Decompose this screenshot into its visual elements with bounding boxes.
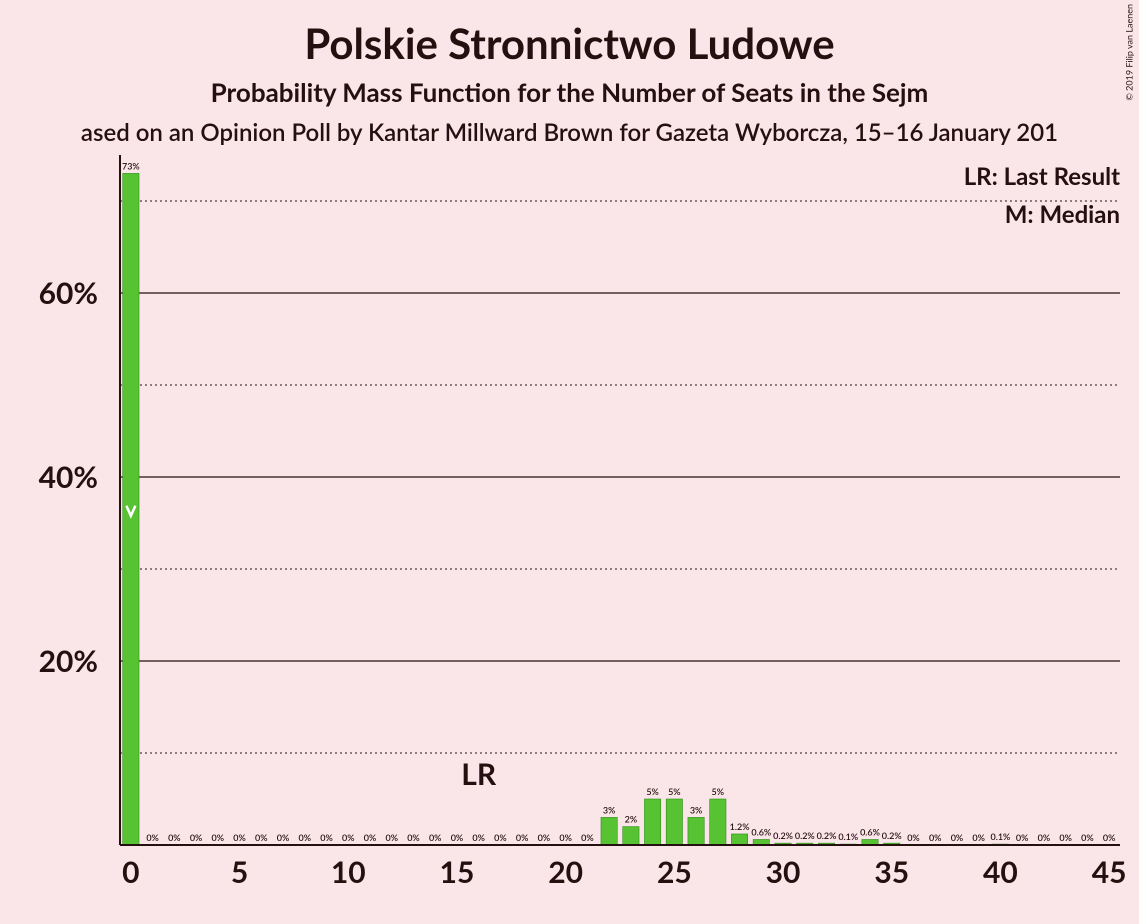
xtick-label: 15 xyxy=(440,854,475,890)
pmf-bar-label: 0% xyxy=(429,832,442,843)
pmf-bar-label: 0.2% xyxy=(773,830,793,841)
pmf-bar-label: 0% xyxy=(559,832,572,843)
pmf-bar-label: 0% xyxy=(277,832,290,843)
pmf-bar-label: 0% xyxy=(907,832,920,843)
pmf-bar-label: 0% xyxy=(299,832,312,843)
pmf-bar-label: 0% xyxy=(168,832,181,843)
ytick-label: 40% xyxy=(39,459,98,495)
xtick-label: 40 xyxy=(983,854,1018,890)
xtick-label: 10 xyxy=(331,854,366,890)
pmf-bar-label: 3% xyxy=(690,804,703,815)
pmf-bar-label: 3% xyxy=(603,804,616,815)
xtick-label: 5 xyxy=(231,854,248,890)
pmf-bar xyxy=(710,799,726,845)
pmf-bar-label: 0% xyxy=(233,832,246,843)
pmf-bar-label: 0% xyxy=(212,832,225,843)
pmf-bar-label: 0% xyxy=(320,832,333,843)
pmf-bar-label: 0% xyxy=(342,832,355,843)
pmf-bar-label: 0.2% xyxy=(795,830,815,841)
pmf-bar-label: 0.6% xyxy=(751,826,771,837)
pmf-bar-label: 0.6% xyxy=(860,826,880,837)
pmf-bar-label: 5% xyxy=(712,786,725,797)
pmf-bar-label: 2% xyxy=(625,814,638,825)
pmf-bar-label: 0% xyxy=(929,832,942,843)
pmf-bar-label: 0% xyxy=(516,832,529,843)
pmf-bar-label: 0% xyxy=(190,832,203,843)
pmf-bar xyxy=(688,817,704,845)
pmf-bar xyxy=(123,173,139,845)
pmf-bar-label: 0% xyxy=(1059,832,1072,843)
pmf-bar xyxy=(666,799,682,845)
pmf-bar xyxy=(623,827,639,845)
pmf-bar-label: 0.2% xyxy=(882,830,902,841)
pmf-bar-label: 0% xyxy=(494,832,507,843)
pmf-bar-label: 0% xyxy=(407,832,420,843)
pmf-bar-label: 0% xyxy=(1103,832,1116,843)
xtick-label: 25 xyxy=(657,854,692,890)
pmf-bar-label: 0% xyxy=(581,832,594,843)
pmf-bar-label: 0.2% xyxy=(817,830,837,841)
pmf-bar-label: 0% xyxy=(364,832,377,843)
pmf-bar-label: 0% xyxy=(255,832,268,843)
pmf-bar-chart: 20% 40% 60% 73% 0% 0% 0% 0% 0% 0% 0% 0% 0% 0% 0% 0% 0% 0%… xyxy=(0,0,1139,924)
pmf-bar-label: 0% xyxy=(385,832,398,843)
legend-m: M: Median xyxy=(870,200,1120,229)
pmf-bar-label: 73% xyxy=(122,160,140,171)
pmf-bar-label: 0% xyxy=(538,832,551,843)
pmf-bar xyxy=(644,799,660,845)
ytick-label: 20% xyxy=(39,643,98,679)
pmf-bar-label: 0% xyxy=(146,832,159,843)
ytick-label: 60% xyxy=(39,275,98,311)
xtick-label: 0 xyxy=(122,854,139,890)
pmf-bar-label: 5% xyxy=(646,786,659,797)
pmf-bar-label: 1.2% xyxy=(730,821,750,832)
pmf-bar-label: 0.1% xyxy=(838,831,858,842)
legend-lr: LR: Last Result xyxy=(870,162,1120,191)
pmf-bar-label: 0% xyxy=(972,832,985,843)
pmf-bar-label: 5% xyxy=(668,786,681,797)
pmf-bar-label: 0% xyxy=(451,832,464,843)
pmf-bar-label: 0.1% xyxy=(990,831,1010,842)
pmf-bar xyxy=(601,817,617,845)
pmf-bar-label: 0% xyxy=(951,832,964,843)
lr-label: LR xyxy=(461,756,497,792)
pmf-bar xyxy=(731,834,747,845)
pmf-bar-label: 0% xyxy=(472,832,485,843)
xtick-label: 30 xyxy=(766,854,801,890)
xtick-label: 45 xyxy=(1092,854,1127,890)
pmf-bar-label: 0% xyxy=(1038,832,1051,843)
pmf-bar-label: 0% xyxy=(1081,832,1094,843)
xtick-label: 20 xyxy=(548,854,583,890)
pmf-bar-label: 0% xyxy=(1016,832,1029,843)
xtick-label: 35 xyxy=(874,854,909,890)
